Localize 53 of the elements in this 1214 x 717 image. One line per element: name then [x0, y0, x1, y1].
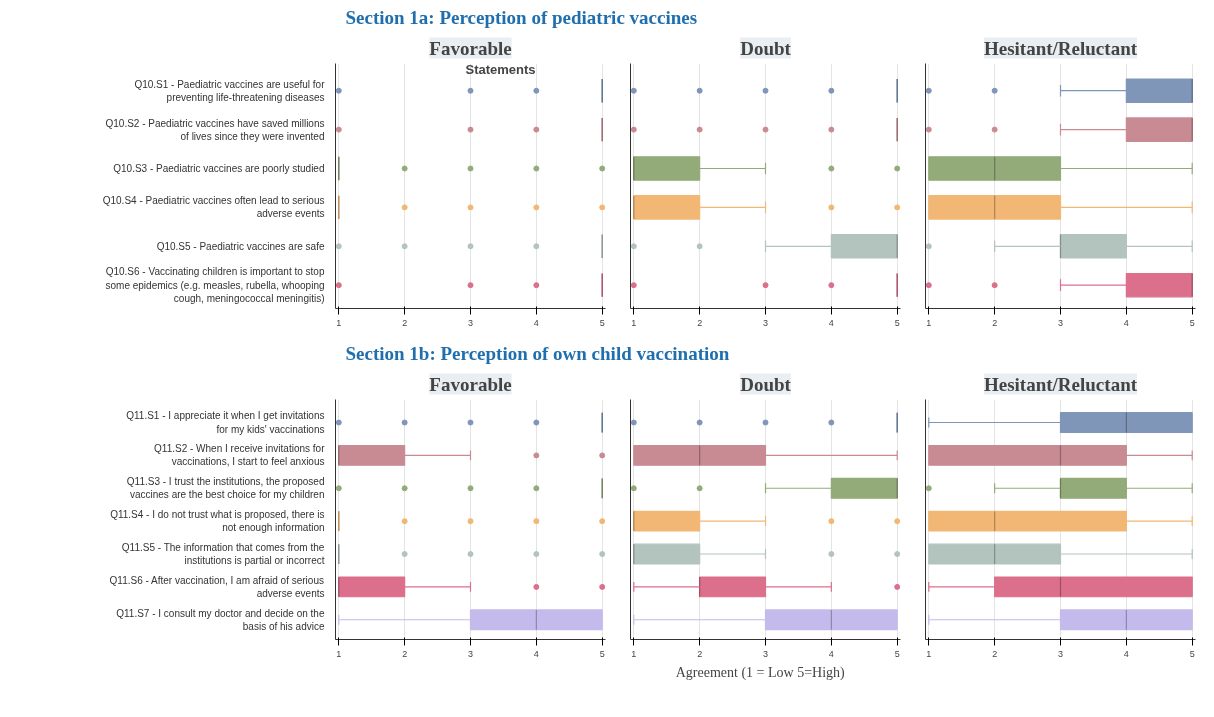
x-tick-label: 1 [926, 317, 932, 328]
y-tick-label: Q11.S4 - I do not trust what is proposed, there is not enough information [110, 509, 325, 534]
x-tick-label: 5 [894, 317, 900, 328]
y-tick-label: Q10.S5 - Paediatric vaccines are safe [156, 240, 325, 252]
x-tick-label: 4 [533, 317, 539, 328]
x-tick-label: 5 [599, 317, 605, 328]
x-tick-label: 3 [1058, 317, 1064, 328]
x-tick-label: 4 [828, 317, 834, 328]
chart-title: Favorable [429, 373, 512, 395]
x-tick-label: 1 [631, 648, 637, 659]
x-tick-label: 4 [828, 648, 834, 659]
x-tick-label: 1 [336, 648, 342, 659]
chart-subtitle: Section 1a: Perception of pediatric vaccines [345, 6, 698, 28]
y-tick-label: Q11.S3 - I trust the institutions, the proposed vaccines are the best choice for my children [126, 476, 325, 501]
y-tick-label: Q10.S2 - Paediatric vaccines have saved millions of lives since they were invented [105, 117, 325, 142]
x-tick-label: 5 [1189, 317, 1195, 328]
x-tick-label: 5 [894, 648, 900, 659]
x-axis-title: Agreement (1 = Low 5=High) [675, 664, 846, 681]
y-axis-title: Statements [465, 61, 536, 77]
chart-title: Doubt [740, 373, 792, 395]
x-tick-label: 2 [697, 317, 703, 328]
x-tick-label: 2 [402, 648, 408, 659]
x-tick-label: 1 [926, 648, 932, 659]
y-tick-label: Q10.S1 - Paediatric vaccines are useful for preventing life-threatening diseases [134, 78, 326, 103]
y-tick-label: Q10.S6 - Vaccinating children is important to stop some epidemics (e.g. measles, rubella, whooping cough, meningococcal meningitis) [105, 266, 325, 304]
y-tick-label: Q11.S7 - I consult my doctor and decide on the basis of his advice [116, 607, 325, 632]
x-tick-label: 2 [992, 648, 998, 659]
chart-title: Favorable [429, 37, 512, 59]
x-tick-label: 4 [533, 648, 539, 659]
y-tick-label: Q10.S3 - Paediatric vaccines are poorly studied [113, 163, 325, 174]
x-tick-label: 3 [468, 648, 474, 659]
x-tick-label: 3 [763, 317, 769, 328]
x-tick-label: 4 [1123, 648, 1129, 659]
chart-title: Hesitant/Reluctant [983, 37, 1138, 59]
x-tick-label: 5 [599, 648, 605, 659]
x-tick-label: 5 [1189, 648, 1195, 659]
y-tick-label: Q10.S4 - Paediatric vaccines often lead to serious adverse events [102, 195, 325, 220]
x-tick-label: 2 [697, 648, 703, 659]
y-tick-label: Q11.S2 - When I receive invitations for vaccinations, I start to feel anxious [154, 443, 326, 468]
x-tick-label: 4 [1123, 317, 1129, 328]
x-tick-label: 3 [1058, 648, 1064, 659]
chart-title: Hesitant/Reluctant [983, 373, 1138, 395]
chart-title: Doubt [740, 37, 792, 59]
x-tick-label: 2 [992, 317, 998, 328]
x-tick-label: 1 [336, 317, 342, 328]
x-tick-label: 3 [468, 317, 474, 328]
x-tick-label: 3 [763, 648, 769, 659]
chart-subtitle: Section 1b: Perception of own child vaccination [345, 342, 730, 364]
x-tick-label: 1 [631, 317, 637, 328]
y-tick-label: Q11.S5 - The information that comes from the institutions is partial or incorrect [121, 541, 325, 567]
y-tick-label: Q11.S6 - After vaccination, I am afraid of serious adverse events [109, 574, 325, 599]
y-tick-label: Q11.S1 - I appreciate it when I get invitations for my kids' vaccinations [126, 410, 325, 435]
x-tick-label: 2 [402, 317, 408, 328]
